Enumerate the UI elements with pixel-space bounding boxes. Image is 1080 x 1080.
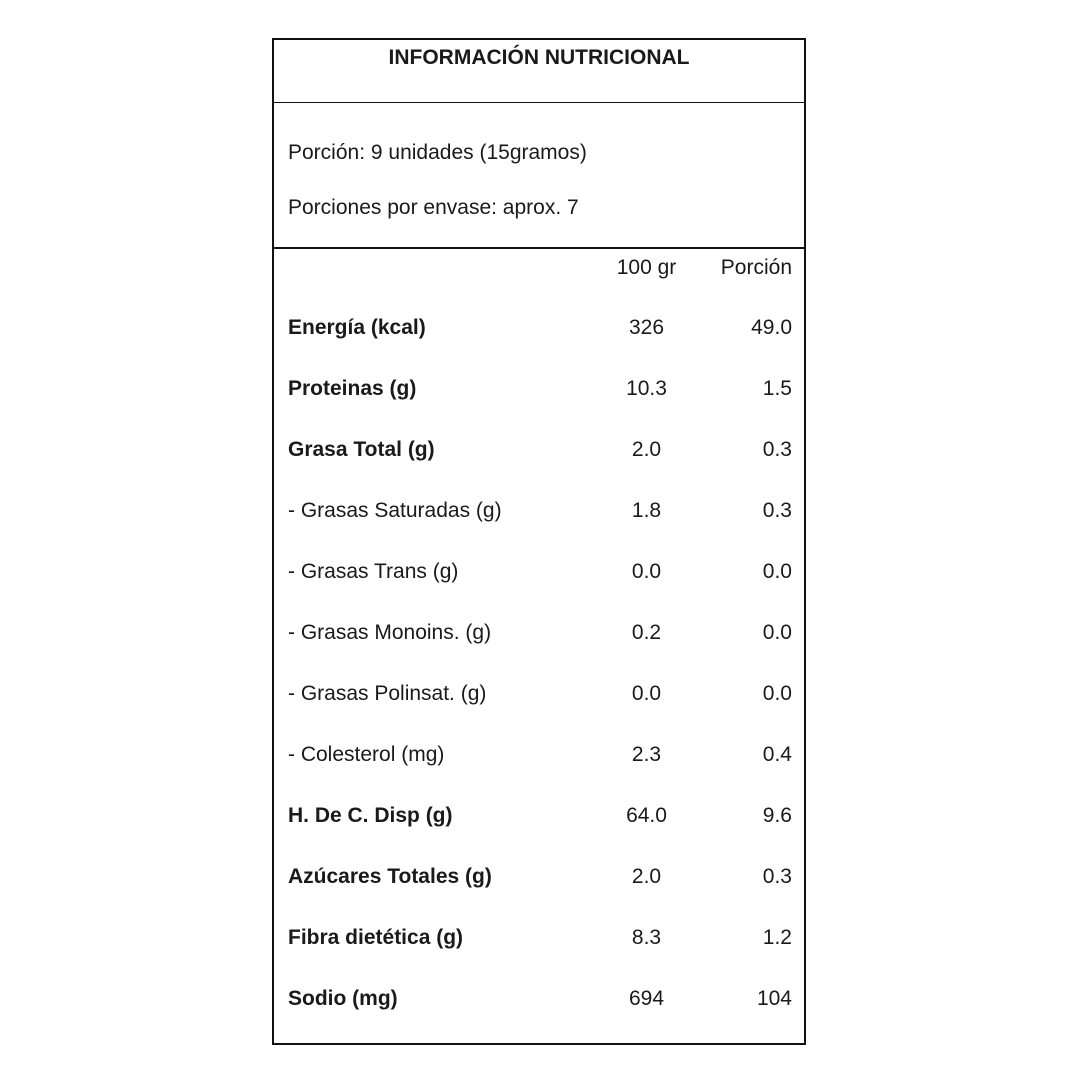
value-per-100g: 0.0 (631, 560, 662, 583)
value-per-portion: 1.2 (762, 926, 792, 949)
table-row: Energía (kcal) 326 49.0 (274, 316, 804, 346)
nutrient-name: Grasa Total (g) (288, 438, 435, 461)
value-per-100g: 1.8 (631, 499, 662, 522)
value-per-100g: 2.0 (631, 865, 662, 888)
nutrient-name: Fibra dietética (g) (288, 926, 464, 949)
nutrition-facts-table: INFORMACIÓN NUTRICIONAL Porción: 9 unida… (272, 38, 806, 1045)
nutrient-name: - Grasas Monoins. (g) (288, 621, 492, 644)
nutrient-name: - Grasas Polinsat. (g) (288, 682, 487, 705)
value-per-portion: 1.5 (762, 377, 792, 400)
serving-size: Porción: 9 unidades (15gramos) (288, 141, 587, 164)
value-per-100g: 64.0 (626, 804, 667, 827)
nutrient-name: - Grasas Trans (g) (288, 560, 459, 583)
nutrient-name: - Grasas Saturadas (g) (288, 499, 502, 522)
nutrient-name: Proteinas (g) (288, 377, 417, 400)
column-header-portion: Porción (720, 256, 792, 279)
value-per-portion: 104 (756, 987, 792, 1010)
table-row: Sodio (mg) 694 104 (274, 987, 804, 1017)
divider (274, 247, 804, 249)
value-per-portion: 0.3 (762, 865, 792, 888)
value-per-100g: 2.0 (631, 438, 662, 461)
value-per-100g: 2.3 (631, 743, 662, 766)
value-per-portion: 0.0 (762, 621, 792, 644)
value-per-portion: 9.6 (762, 804, 792, 827)
table-row: Azúcares Totales (g) 2.0 0.3 (274, 865, 804, 895)
value-per-portion: 0.0 (762, 682, 792, 705)
table-row: - Grasas Trans (g) 0.0 0.0 (274, 560, 804, 590)
nutrient-name: Energía (kcal) (288, 316, 426, 339)
value-per-portion: 49.0 (751, 316, 792, 339)
column-header-row: 100 gr Porción (274, 256, 804, 286)
nutrient-name: H. De C. Disp (g) (288, 804, 453, 827)
table-row: - Grasas Polinsat. (g) 0.0 0.0 (274, 682, 804, 712)
value-per-portion: 0.4 (762, 743, 792, 766)
nutrient-name: - Colesterol (mg) (288, 743, 445, 766)
servings-per-container: Porciones por envase: aprox. 7 (288, 196, 579, 219)
value-per-100g: 8.3 (631, 926, 662, 949)
value-per-100g: 326 (628, 316, 665, 339)
value-per-portion: 0.3 (762, 438, 792, 461)
value-per-portion: 0.3 (762, 499, 792, 522)
value-per-100g: 694 (628, 987, 665, 1010)
table-title: INFORMACIÓN NUTRICIONAL (388, 46, 690, 69)
value-per-100g: 10.3 (626, 377, 667, 400)
table-row: Proteinas (g) 10.3 1.5 (274, 377, 804, 407)
column-header-100g: 100 gr (616, 256, 677, 279)
divider (274, 102, 804, 103)
value-per-100g: 0.0 (631, 682, 662, 705)
table-row: - Colesterol (mg) 2.3 0.4 (274, 743, 804, 773)
table-row: - Grasas Monoins. (g) 0.2 0.0 (274, 621, 804, 651)
nutrient-name: Sodio (mg) (288, 987, 398, 1010)
table-row: H. De C. Disp (g) 64.0 9.6 (274, 804, 804, 834)
value-per-portion: 0.0 (762, 560, 792, 583)
nutrient-name: Azúcares Totales (g) (288, 865, 492, 888)
table-row: - Grasas Saturadas (g) 1.8 0.3 (274, 499, 804, 529)
value-per-100g: 0.2 (631, 621, 662, 644)
table-row: Grasa Total (g) 2.0 0.3 (274, 438, 804, 468)
table-row: Fibra dietética (g) 8.3 1.2 (274, 926, 804, 956)
